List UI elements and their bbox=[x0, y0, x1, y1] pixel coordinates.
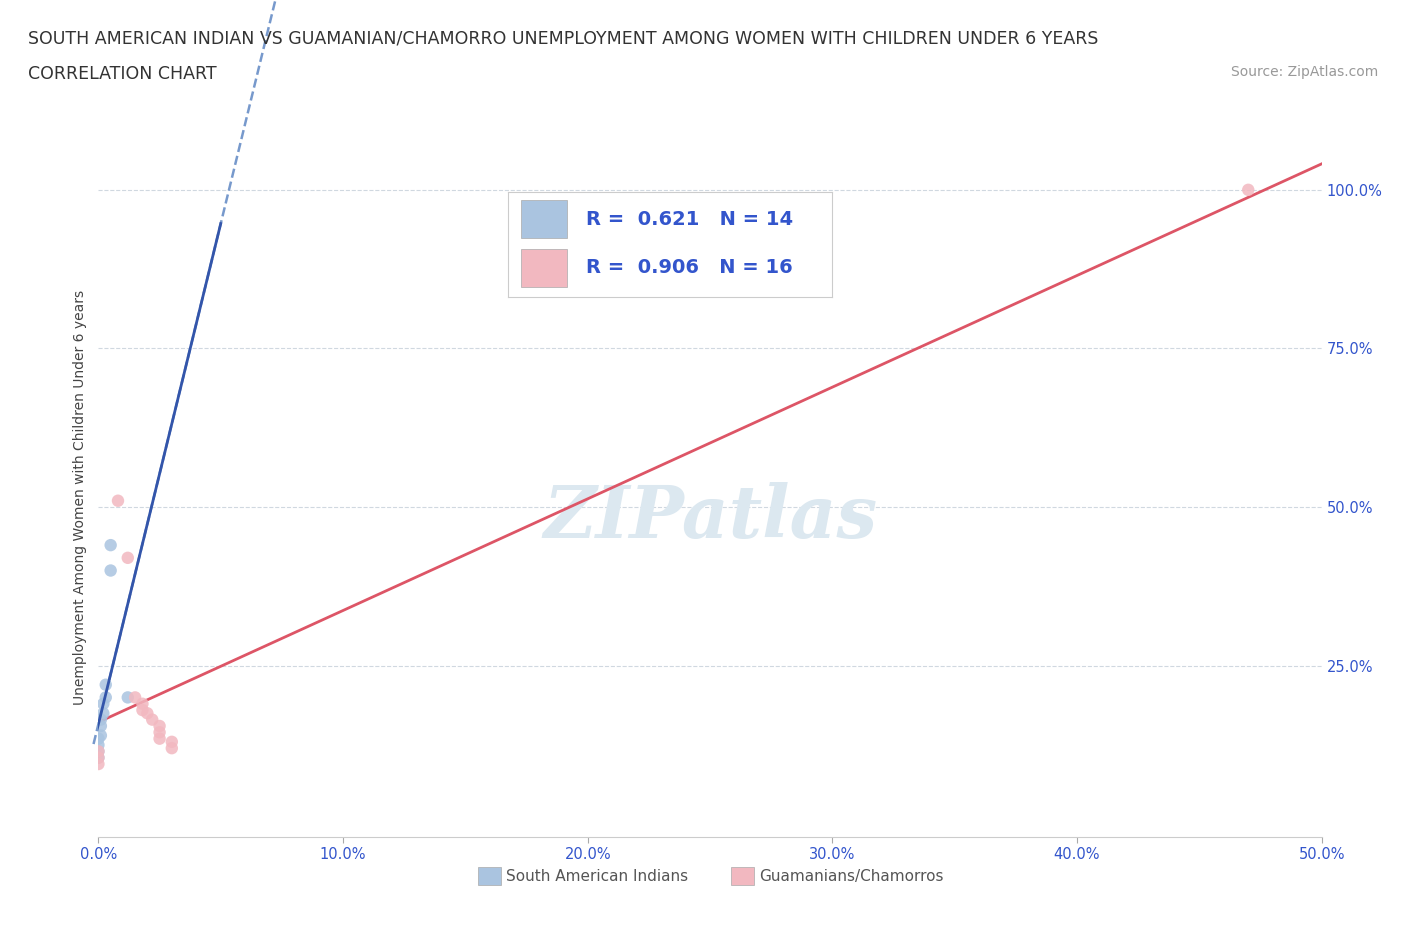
Text: SOUTH AMERICAN INDIAN VS GUAMANIAN/CHAMORRO UNEMPLOYMENT AMONG WOMEN WITH CHILDR: SOUTH AMERICAN INDIAN VS GUAMANIAN/CHAMO… bbox=[28, 30, 1098, 47]
Text: South American Indians: South American Indians bbox=[506, 869, 689, 883]
Point bbox=[91, 697, 114, 711]
Text: ZIPatlas: ZIPatlas bbox=[543, 483, 877, 553]
Point bbox=[87, 757, 110, 772]
Point bbox=[87, 751, 110, 765]
Text: CORRELATION CHART: CORRELATION CHART bbox=[28, 65, 217, 83]
Point bbox=[87, 751, 110, 765]
Point bbox=[149, 724, 172, 739]
Point bbox=[87, 744, 110, 759]
Point bbox=[124, 690, 146, 705]
Point bbox=[136, 706, 159, 721]
Point bbox=[131, 697, 153, 711]
Text: Guamanians/Chamorros: Guamanians/Chamorros bbox=[759, 869, 943, 883]
Point bbox=[87, 731, 110, 746]
Point bbox=[117, 690, 139, 705]
Point bbox=[100, 538, 122, 552]
Point bbox=[90, 728, 112, 743]
Point bbox=[100, 563, 122, 578]
Text: Source: ZipAtlas.com: Source: ZipAtlas.com bbox=[1230, 65, 1378, 79]
Point bbox=[141, 712, 163, 727]
Point bbox=[117, 551, 139, 565]
Point bbox=[90, 719, 112, 734]
Point bbox=[149, 731, 172, 746]
Point bbox=[131, 703, 153, 718]
Point bbox=[160, 740, 183, 755]
Point bbox=[107, 493, 129, 508]
Point bbox=[160, 735, 183, 750]
Point bbox=[91, 706, 114, 721]
Point bbox=[94, 690, 117, 705]
Y-axis label: Unemployment Among Women with Children Under 6 years: Unemployment Among Women with Children U… bbox=[73, 290, 87, 705]
Point bbox=[94, 677, 117, 692]
Point bbox=[90, 712, 112, 727]
Point bbox=[1237, 182, 1260, 197]
Point bbox=[149, 719, 172, 734]
Point bbox=[87, 737, 110, 752]
Point bbox=[87, 744, 110, 759]
